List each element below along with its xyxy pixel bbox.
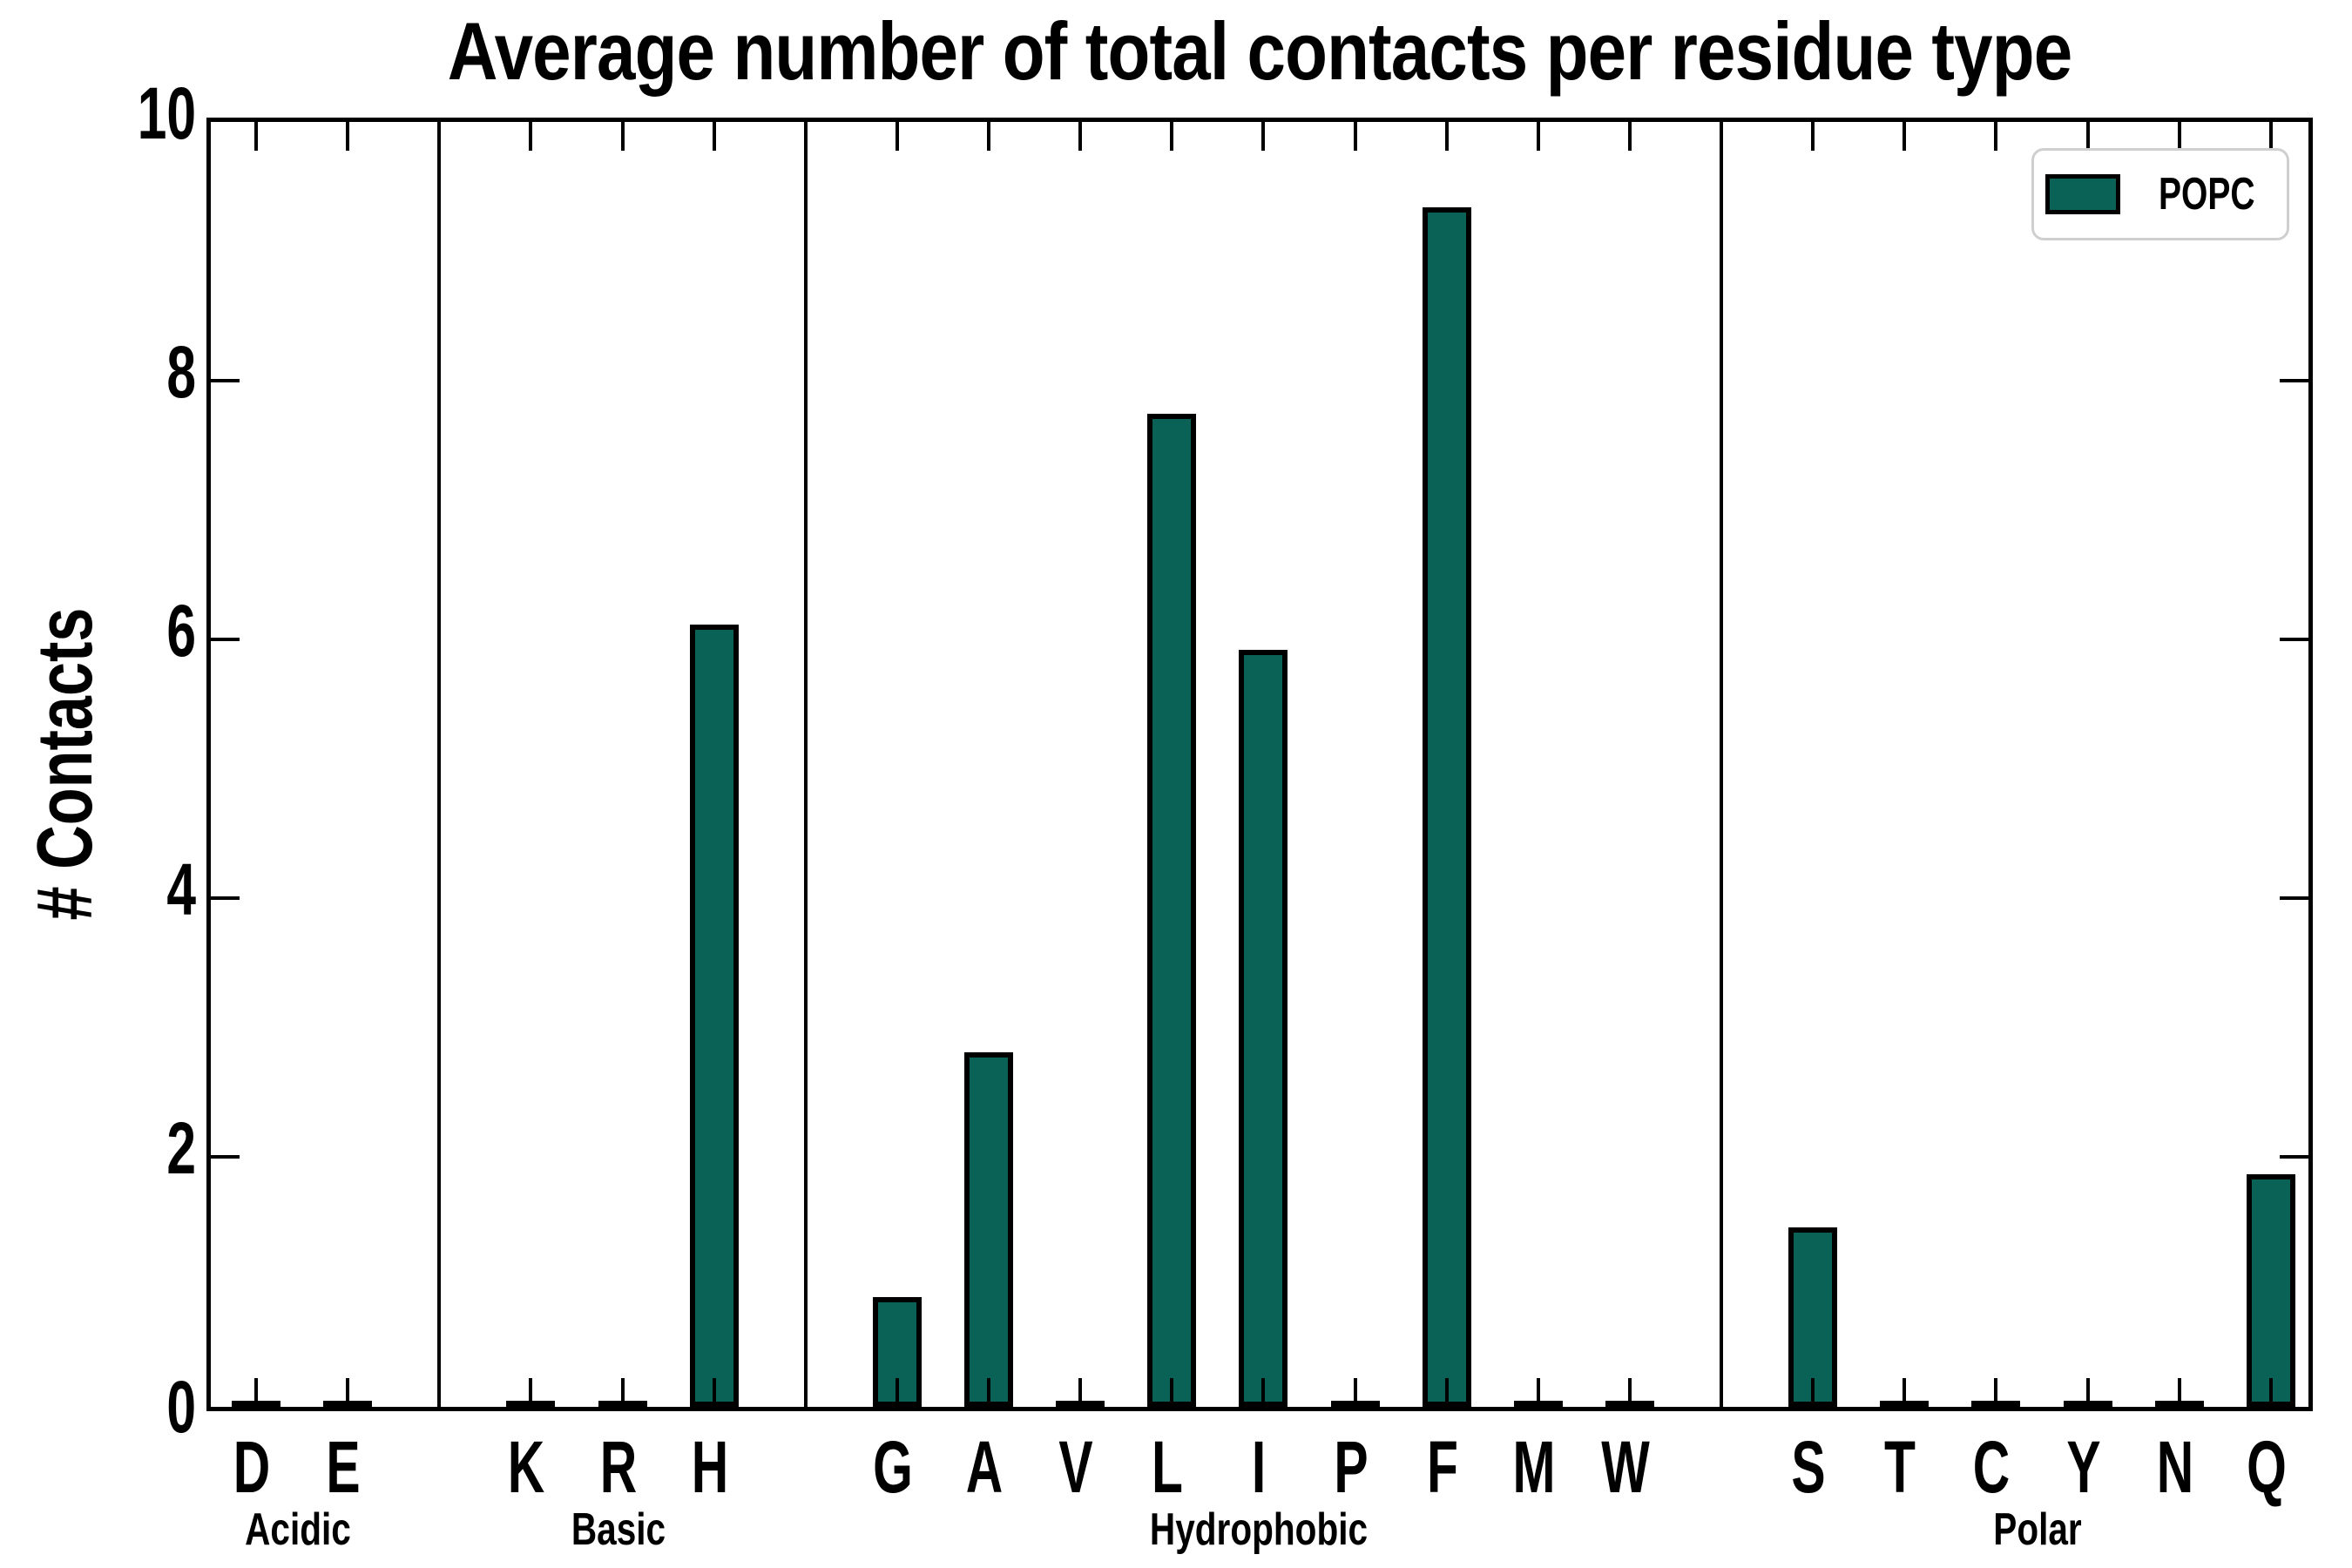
x-label-W: W xyxy=(1601,1426,1650,1508)
x-tick xyxy=(254,1378,258,1407)
legend-label: POPC xyxy=(2158,169,2255,220)
x-tick xyxy=(1627,1378,1632,1407)
x-label-T: T xyxy=(1884,1426,1916,1508)
x-label-Q: Q xyxy=(2246,1426,2287,1508)
chart-title: Average number of total contacts per res… xyxy=(447,5,2072,97)
x-tick xyxy=(1536,1378,1540,1407)
x-tick-top xyxy=(254,122,258,151)
y-tick-right xyxy=(2280,379,2308,382)
bar-L xyxy=(1147,414,1197,1407)
y-tick xyxy=(211,1155,240,1159)
x-tick xyxy=(529,1378,533,1407)
x-tick xyxy=(1903,1378,1907,1407)
y-tick xyxy=(211,379,240,382)
x-tick-top xyxy=(1994,122,1998,151)
bar-S xyxy=(1788,1227,1838,1407)
x-tick xyxy=(2268,1378,2273,1407)
x-tick-top xyxy=(2268,122,2273,151)
group-divider xyxy=(1720,122,1724,1407)
x-label-K: K xyxy=(508,1426,545,1508)
legend: POPC xyxy=(2031,148,2289,240)
x-label-N: N xyxy=(2156,1426,2193,1508)
x-label-G: G xyxy=(873,1426,913,1508)
y-tick-right xyxy=(2280,638,2308,641)
y-tick-label-0: 0 xyxy=(166,1366,196,1448)
x-tick-top xyxy=(1536,122,1540,151)
x-label-P: P xyxy=(1333,1426,1369,1508)
x-tick-top xyxy=(2177,122,2181,151)
group-label-hydrophobic: Hydrophobic xyxy=(1150,1504,1369,1555)
legend-swatch-popc xyxy=(2045,174,2120,214)
x-tick xyxy=(1994,1378,1998,1407)
x-tick xyxy=(1353,1378,1357,1407)
x-tick-top xyxy=(1811,122,1815,151)
x-tick xyxy=(620,1378,625,1407)
x-tick xyxy=(1170,1378,1174,1407)
x-tick xyxy=(2177,1378,2181,1407)
x-label-C: C xyxy=(1973,1426,2011,1508)
y-tick-label-8: 8 xyxy=(166,331,196,413)
group-label-acidic: Acidic xyxy=(244,1504,351,1555)
x-tick-top xyxy=(1627,122,1632,151)
x-label-H: H xyxy=(691,1426,728,1508)
x-tick-top xyxy=(987,122,991,151)
y-tick-label-10: 10 xyxy=(137,72,196,154)
x-label-I: I xyxy=(1252,1426,1267,1508)
x-label-E: E xyxy=(326,1426,361,1508)
x-tick-top xyxy=(895,122,899,151)
y-axis-label: # Contacts xyxy=(22,607,109,921)
x-tick-top xyxy=(1903,122,1907,151)
bar-F xyxy=(1422,207,1471,1407)
x-tick xyxy=(1811,1378,1815,1407)
x-label-D: D xyxy=(233,1426,271,1508)
x-tick xyxy=(895,1378,899,1407)
bar-I xyxy=(1239,650,1288,1407)
bar-Q xyxy=(2246,1174,2295,1407)
x-tick xyxy=(987,1378,991,1407)
x-tick xyxy=(712,1378,716,1407)
x-tick xyxy=(1261,1378,1266,1407)
group-label-basic: Basic xyxy=(571,1504,666,1555)
group-label-polar: Polar xyxy=(1993,1504,2082,1555)
x-label-V: V xyxy=(1058,1426,1093,1508)
x-label-M: M xyxy=(1512,1426,1556,1508)
x-tick xyxy=(346,1378,350,1407)
x-label-R: R xyxy=(599,1426,637,1508)
x-label-Y: Y xyxy=(2065,1426,2101,1508)
group-divider xyxy=(437,122,442,1407)
x-label-L: L xyxy=(1152,1426,1184,1508)
plot-area xyxy=(206,118,2313,1411)
group-divider xyxy=(803,122,808,1407)
x-tick-top xyxy=(1444,122,1449,151)
x-tick-top xyxy=(620,122,625,151)
x-tick-top xyxy=(529,122,533,151)
x-tick-top xyxy=(1353,122,1357,151)
x-label-S: S xyxy=(1791,1426,1826,1508)
x-tick-top xyxy=(2085,122,2090,151)
y-tick-label-6: 6 xyxy=(166,590,196,672)
bar-H xyxy=(689,625,739,1407)
x-tick xyxy=(1078,1378,1083,1407)
x-label-F: F xyxy=(1426,1426,1458,1508)
y-tick-label-2: 2 xyxy=(166,1107,196,1189)
x-tick-top xyxy=(1170,122,1174,151)
x-tick-top xyxy=(1078,122,1083,151)
x-tick xyxy=(2085,1378,2090,1407)
x-tick-top xyxy=(712,122,716,151)
y-tick xyxy=(211,896,240,900)
y-tick-right xyxy=(2280,896,2308,900)
x-tick-top xyxy=(346,122,350,151)
y-tick xyxy=(211,638,240,641)
x-tick-top xyxy=(1261,122,1266,151)
bar-A xyxy=(964,1052,1014,1407)
x-tick xyxy=(1444,1378,1449,1407)
x-label-A: A xyxy=(965,1426,1004,1508)
y-tick-label-4: 4 xyxy=(166,848,196,930)
y-tick-right xyxy=(2280,1155,2308,1159)
